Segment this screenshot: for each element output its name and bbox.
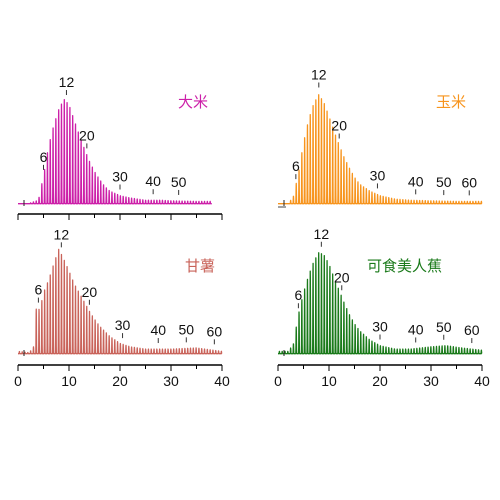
panel-title: 玉米 (436, 93, 466, 111)
x-tick-label: 0 (14, 373, 22, 389)
spectrum-trace (17, 248, 223, 355)
peak-label: 20 (79, 127, 95, 143)
chart-panel-3: 甘薯 6 12 20 30 40 50 60 0 10 20 30 40 (14, 226, 230, 389)
peak-label: 6 (40, 149, 48, 165)
peak-label: 12 (59, 74, 75, 90)
spectrum-trace (277, 94, 483, 205)
x-tick-label: 10 (61, 373, 77, 389)
peak-label: 40 (408, 173, 424, 189)
x-tick-label: 40 (474, 373, 490, 389)
panel-title: 甘薯 (185, 257, 215, 275)
panel-title: 可食美人蕉 (367, 257, 442, 275)
x-tick-label: 40 (214, 373, 230, 389)
x-tick-label: 0 (274, 373, 282, 389)
x-tick-label: 20 (112, 373, 128, 389)
x-tick-label: 30 (163, 373, 179, 389)
peak-label: 20 (82, 284, 98, 300)
peak-label: 50 (179, 321, 195, 337)
peak-label: 50 (436, 174, 452, 190)
x-tick-label: 10 (321, 373, 337, 389)
peak-label: 6 (292, 158, 300, 174)
peak-label: 20 (331, 118, 347, 134)
peak-label: 60 (207, 323, 223, 339)
peak-label: 60 (461, 174, 477, 190)
chart-panel-4: 可食美人蕉 6 12 20 30 40 50 60 0 10 20 30 40 (274, 226, 490, 389)
spectrum-trace (17, 98, 213, 205)
peak-label: 40 (408, 321, 424, 337)
peak-label: 30 (115, 317, 131, 333)
peak-label: 6 (35, 282, 43, 298)
peak-label: 12 (311, 66, 327, 82)
peak-label: 6 (295, 287, 303, 303)
peak-label: 40 (145, 173, 161, 189)
peak-label: 20 (334, 269, 350, 285)
peak-label: 30 (370, 167, 386, 183)
peak-label: 60 (464, 322, 480, 338)
peak-label: 12 (314, 226, 330, 242)
peak-label: 50 (436, 319, 452, 335)
x-tick-label: 20 (372, 373, 388, 389)
chart-panel-1: 大米 6 12 20 30 40 50 (17, 74, 223, 220)
peak-label: 30 (372, 319, 388, 335)
peak-label: 12 (54, 226, 70, 242)
peak-label: 40 (150, 322, 166, 338)
x-tick-label: 30 (423, 373, 439, 389)
peak-label: 50 (171, 174, 187, 190)
panel-title: 大米 (178, 93, 208, 111)
chart-panel-2: 玉米 6 12 20 30 40 50 60 (277, 66, 483, 208)
spectrum-trace (277, 252, 483, 355)
peak-label: 30 (112, 169, 128, 185)
